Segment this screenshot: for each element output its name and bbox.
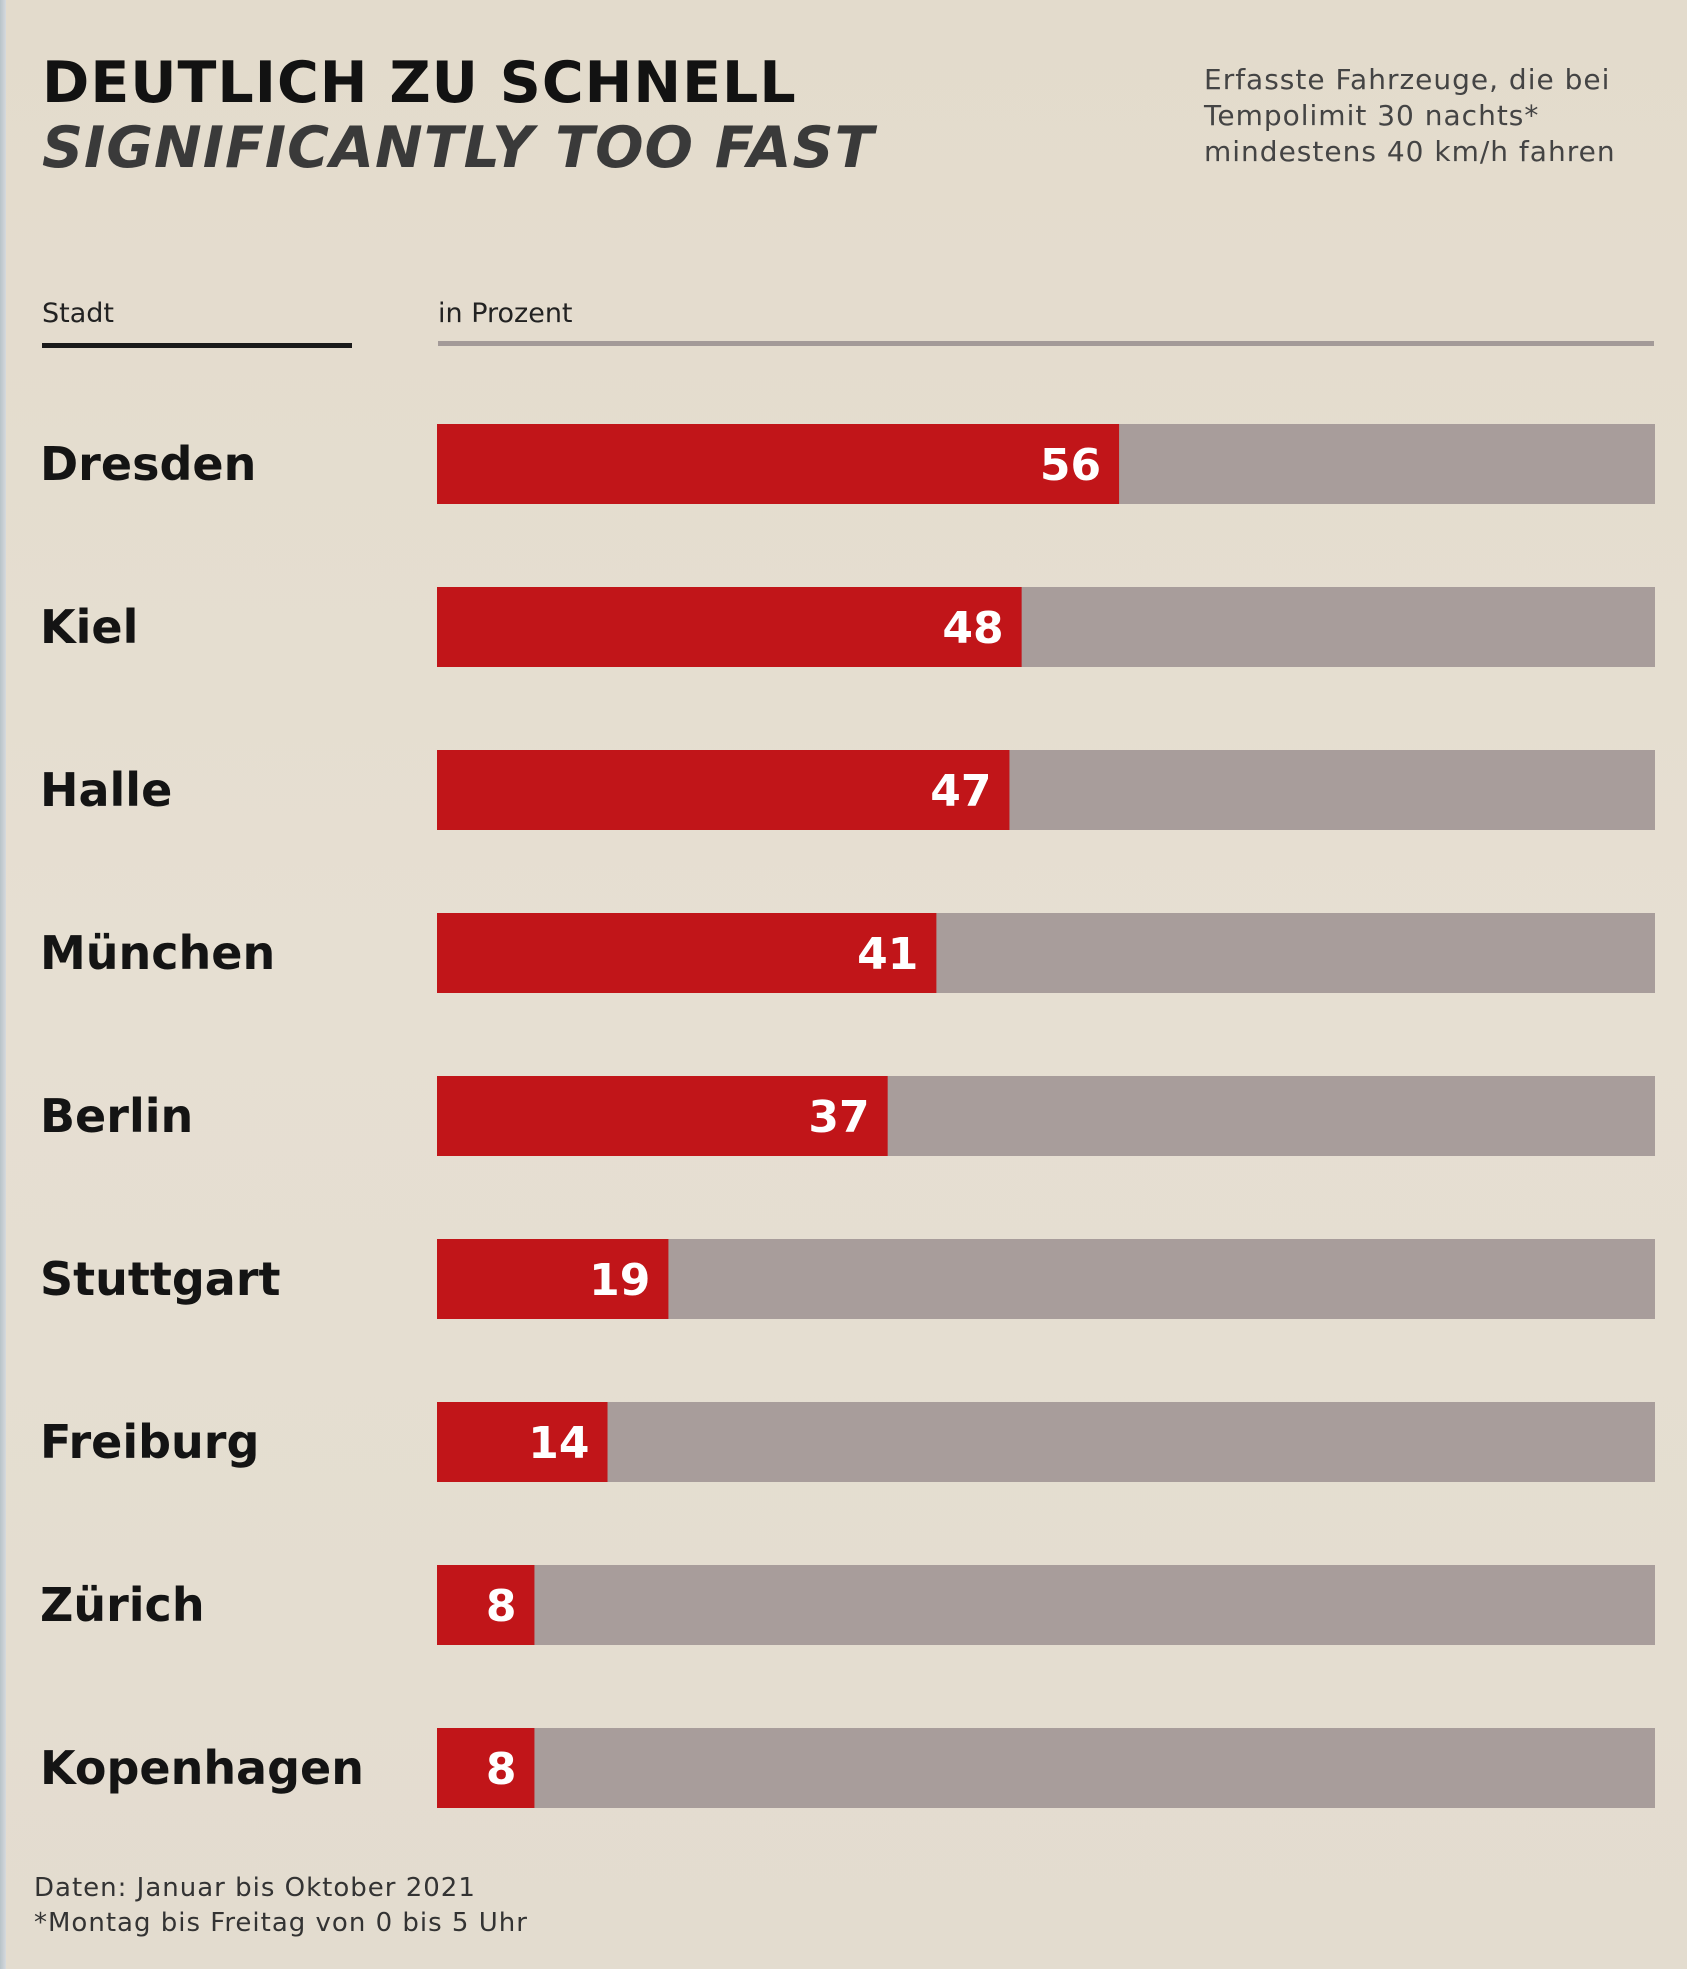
footnote-line: *Montag bis Freitag von 0 bis 5 Uhr	[34, 1908, 528, 1938]
city-column-header: Stadt	[42, 298, 114, 329]
city-label: Halle	[40, 763, 173, 817]
footnote-line: Daten: Januar bis Oktober 2021	[34, 1873, 476, 1903]
bar-value-label: 41	[857, 929, 918, 980]
city-label: München	[40, 926, 276, 980]
chart-subtitle: Erfasste Fahrzeuge, die bei Tempolimit 3…	[1204, 62, 1664, 170]
bar-value-label: 14	[528, 1418, 589, 1469]
value-header-rule	[438, 341, 1654, 346]
bar	[437, 913, 937, 993]
bar	[437, 750, 1010, 830]
footnote: Daten: Januar bis Oktober 2021 *Montag b…	[34, 1871, 528, 1941]
city-header-rule	[42, 343, 352, 348]
bar-value-label: 56	[1040, 440, 1101, 491]
bar	[437, 1239, 669, 1319]
bar-track	[437, 1565, 1655, 1645]
city-label: Stuttgart	[40, 1252, 281, 1306]
bar-value-label: 47	[930, 766, 991, 817]
subtitle-line: Tempolimit 30 nachts*	[1204, 99, 1540, 132]
city-label: Berlin	[40, 1089, 194, 1143]
bar-value-label: 48	[942, 603, 1003, 654]
chart-title: DEUTLICH ZU SCHNELL	[42, 50, 797, 116]
bar-value-label: 37	[808, 1092, 869, 1143]
bar-track	[437, 1728, 1655, 1808]
city-label: Kiel	[40, 600, 139, 654]
bar-value-label: 8	[486, 1581, 517, 1632]
bar	[437, 1565, 535, 1645]
board-edge	[0, 0, 6, 1969]
bar	[437, 1076, 888, 1156]
bar	[437, 424, 1120, 504]
bar-track	[437, 1402, 1655, 1482]
bar	[437, 1728, 535, 1808]
city-label: Freiburg	[40, 1415, 260, 1469]
bar	[437, 1402, 608, 1482]
city-label: Zürich	[40, 1578, 205, 1632]
bar-value-label: 19	[589, 1255, 650, 1306]
value-column-header: in Prozent	[438, 298, 573, 329]
bar-value-label: 8	[486, 1744, 517, 1795]
subtitle-line: Erfasste Fahrzeuge, die bei	[1204, 63, 1611, 96]
city-label: Dresden	[40, 437, 257, 491]
chart-title-english: SIGNIFICANTLY TOO FAST	[42, 115, 875, 181]
subtitle-line: mindestens 40 km/h fahren	[1204, 135, 1616, 168]
city-label: Kopenhagen	[40, 1741, 364, 1795]
bar	[437, 587, 1022, 667]
